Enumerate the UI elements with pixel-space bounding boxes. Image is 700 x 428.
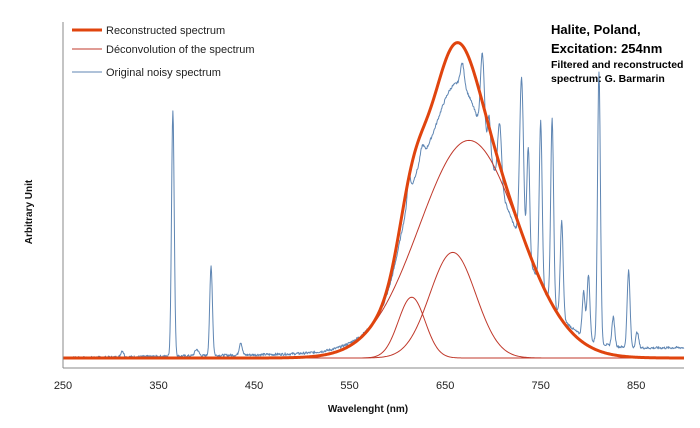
- legend: Reconstructed spectrum Déconvolution of …: [72, 25, 255, 79]
- plot-area: [62, 41, 685, 360]
- series-line-original-noisy-spectrum: [62, 52, 685, 359]
- series-line-deconvolution-component-2: [63, 251, 684, 359]
- x-tick-label-550: 550: [340, 380, 358, 392]
- annotation-sub-line-2: spectrum: G. Barmarin: [551, 73, 665, 85]
- x-tick-labels: 250 350 450 550 650 750 850: [54, 380, 646, 392]
- x-tick-label-250: 250: [54, 380, 72, 392]
- x-tick-label-450: 450: [245, 380, 263, 392]
- annotation-title-line-2: Excitation: 254nm: [551, 41, 662, 56]
- x-tick-label-750: 750: [532, 380, 550, 392]
- x-tick-label-850: 850: [627, 380, 645, 392]
- legend-label-original: Original noisy spectrum: [106, 67, 221, 79]
- x-axis-title: Wavelenght (nm): [328, 404, 408, 415]
- x-tick-label-350: 350: [149, 380, 167, 392]
- x-tick-label-650: 650: [436, 380, 454, 392]
- legend-label-deconvolution: Déconvolution of the spectrum: [106, 44, 255, 56]
- legend-label-reconstructed: Reconstructed spectrum: [106, 25, 225, 37]
- annotation-sub-line-1: Filtered and reconstructed: [551, 59, 683, 71]
- annotation-block: Halite, Poland, Excitation: 254nm Filter…: [551, 22, 683, 85]
- y-axis-title: Arbitrary Unit: [24, 179, 35, 244]
- annotation-title-line-1: Halite, Poland,: [551, 22, 641, 37]
- series-line-reconstructed-spectrum: [62, 41, 685, 360]
